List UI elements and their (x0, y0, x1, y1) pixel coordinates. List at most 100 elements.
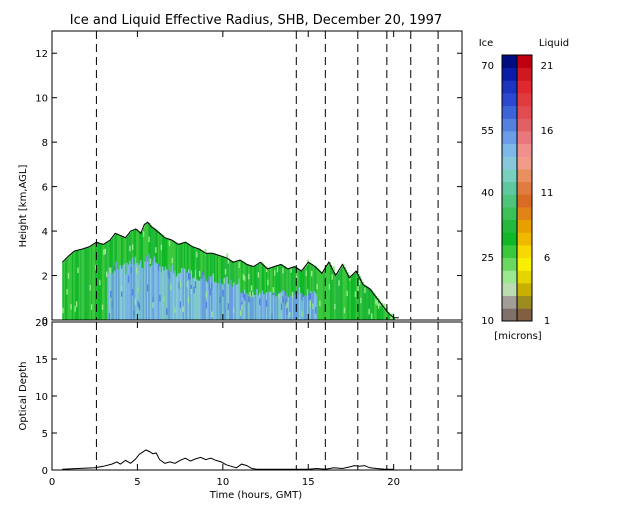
cloud-core (300, 292, 303, 320)
cloud-core (248, 294, 251, 320)
top-y-tick-label: 12 (35, 49, 48, 60)
cloud-streak (265, 266, 268, 272)
colorbar-liquid-swatch (517, 295, 532, 309)
cloud-streak (204, 249, 207, 255)
cloud-core (138, 263, 141, 320)
cloud-core (264, 294, 267, 320)
top-y-tick-label: 10 (35, 94, 48, 105)
cloud-streak (239, 310, 242, 316)
cloud-core (216, 283, 219, 320)
cloud-column (97, 242, 100, 320)
top-y-tick-label: 0 (42, 316, 48, 327)
cloud-streak (138, 303, 141, 310)
cloud-column (85, 247, 88, 320)
cloud-column (338, 271, 341, 320)
cloud-column (275, 266, 278, 320)
cloud-column (372, 292, 375, 320)
cloud-core (200, 278, 203, 320)
cloud-core (224, 276, 227, 320)
cloud-column (379, 301, 382, 320)
cloud-streak (265, 300, 268, 307)
cloud-streak (189, 273, 192, 281)
cloud-streak (196, 251, 199, 258)
cloud-core (269, 291, 272, 320)
cloud-core (283, 291, 286, 320)
cloud-core (168, 265, 171, 320)
cloud-core (148, 253, 151, 320)
cloud-streak (241, 304, 244, 311)
cloud-core (126, 262, 129, 320)
colorbar-liquid-tick-label: 1 (544, 316, 550, 327)
cloud-streak (77, 267, 80, 274)
cloud-streak (310, 270, 313, 277)
chart-title: Ice and Liquid Effective Radius, SHB, De… (70, 13, 442, 28)
colorbar-liquid-tick-label: 21 (541, 61, 554, 72)
cloud-column (326, 266, 328, 320)
cloud-streak (171, 257, 174, 264)
cloud-core (203, 275, 205, 320)
cloud-streak (155, 247, 158, 253)
colorbar-ice-swatch (502, 105, 517, 119)
cloud-streak (267, 279, 270, 286)
colorbar-ice-swatch (502, 131, 517, 145)
colorbar-ice-tick-label: 70 (481, 61, 494, 72)
colorbar-ice-swatch (502, 308, 517, 322)
cloud-streak (170, 284, 173, 291)
cloud-column (74, 250, 77, 320)
cloud-column (276, 265, 279, 320)
cloud-column (80, 249, 82, 320)
cloud-streak (276, 266, 279, 273)
cloud-streak (168, 240, 171, 247)
cloud-streak (205, 291, 208, 298)
cloud-core (145, 256, 148, 320)
cloud-column (88, 247, 91, 320)
cloud-core (194, 269, 197, 320)
colorbar-liquid-swatch (517, 105, 532, 119)
cloud-streak (194, 281, 197, 289)
cloud-streak (198, 270, 201, 277)
colorbar-ice-swatch (502, 143, 517, 157)
cloud-core (125, 274, 128, 320)
cloud-streak (110, 290, 113, 298)
cloud-streak (242, 274, 245, 280)
bottom-y-axis: 0 5 10 15 20 (35, 318, 462, 477)
cloud-core (293, 293, 296, 320)
cloud-column (257, 263, 260, 320)
cloud-column (287, 268, 290, 320)
cloud-column (239, 259, 242, 320)
cloud-core (287, 297, 290, 320)
colorbar-ice-swatch (502, 181, 517, 195)
bottom-x-tick-label: 5 (134, 477, 140, 488)
colorbar-ice-swatch (502, 232, 517, 246)
cloud-core (160, 272, 163, 320)
colorbar-ice-swatch (502, 80, 517, 94)
cloud-core (245, 293, 248, 320)
cloud-core (316, 296, 319, 320)
cloud-core (297, 292, 300, 320)
cloud-core (244, 289, 246, 320)
cloud-core (260, 294, 263, 320)
cloud-column (367, 287, 369, 320)
cloud-core (177, 274, 180, 320)
colorbar-ice-swatch (502, 257, 517, 271)
cloud-streak (290, 267, 293, 273)
cloud-column (279, 264, 282, 320)
cloud-core (226, 276, 229, 320)
cloud-core (256, 289, 259, 320)
cloud-column (259, 263, 262, 320)
cloud-streak (364, 287, 367, 294)
colorbar-ice-swatch (502, 219, 517, 233)
cloud-streak (349, 275, 352, 281)
cloud-core (237, 283, 240, 320)
cloud-core (231, 286, 234, 320)
cloud-streak (67, 272, 70, 279)
cloud-column (373, 294, 376, 320)
cloud-streak (208, 283, 211, 290)
cloud-core (218, 283, 221, 320)
cloud-core (134, 256, 137, 320)
colorbar-ice-tick-label: 10 (481, 316, 494, 327)
cloud-streak (121, 290, 123, 297)
cloud-core (133, 264, 136, 320)
colorbar-ice-swatch (502, 194, 517, 208)
cloud-core (228, 284, 231, 320)
